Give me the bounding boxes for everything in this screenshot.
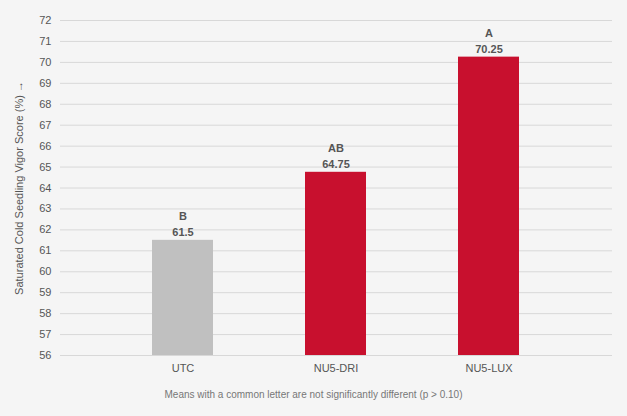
- html-text:Means with a common letter are: Means with a common letter are not signi…: [164, 389, 463, 400]
- svg-text:65: 65: [39, 161, 51, 173]
- svg-text:70: 70: [39, 56, 51, 68]
- svg-text:61.5: 61.5: [172, 226, 193, 238]
- svg-text:61: 61: [39, 244, 51, 256]
- svg-text:60: 60: [39, 265, 51, 277]
- svg-text:71: 71: [39, 35, 51, 47]
- svg-text:64.75: 64.75: [322, 158, 350, 170]
- svg-text:64: 64: [39, 182, 51, 194]
- svg-text:AB: AB: [328, 142, 344, 154]
- svg-text:69: 69: [39, 77, 51, 89]
- svg-text:68: 68: [39, 98, 51, 110]
- svg-text:56: 56: [39, 349, 51, 361]
- svg-text:58: 58: [39, 307, 51, 319]
- svg-text:57: 57: [39, 328, 51, 340]
- svg-text:NU5-DRI: NU5-DRI: [314, 362, 359, 374]
- svg-text:66: 66: [39, 140, 51, 152]
- svg-text:70.25: 70.25: [475, 43, 503, 55]
- svg-text:62: 62: [39, 223, 51, 235]
- svg-text:59: 59: [39, 286, 51, 298]
- svg-text:63: 63: [39, 202, 51, 214]
- svg-text:NU5-LUX: NU5-LUX: [465, 362, 513, 374]
- svg-text:A: A: [485, 27, 493, 39]
- svg-text:B: B: [179, 210, 187, 222]
- svg-text:72: 72: [39, 14, 51, 26]
- svg-text:67: 67: [39, 119, 51, 131]
- svg-text:UTC: UTC: [172, 362, 195, 374]
- svg-text:Saturated Cold Seedling Vigor: Saturated Cold Seedling Vigor Score (%) …: [13, 81, 25, 295]
